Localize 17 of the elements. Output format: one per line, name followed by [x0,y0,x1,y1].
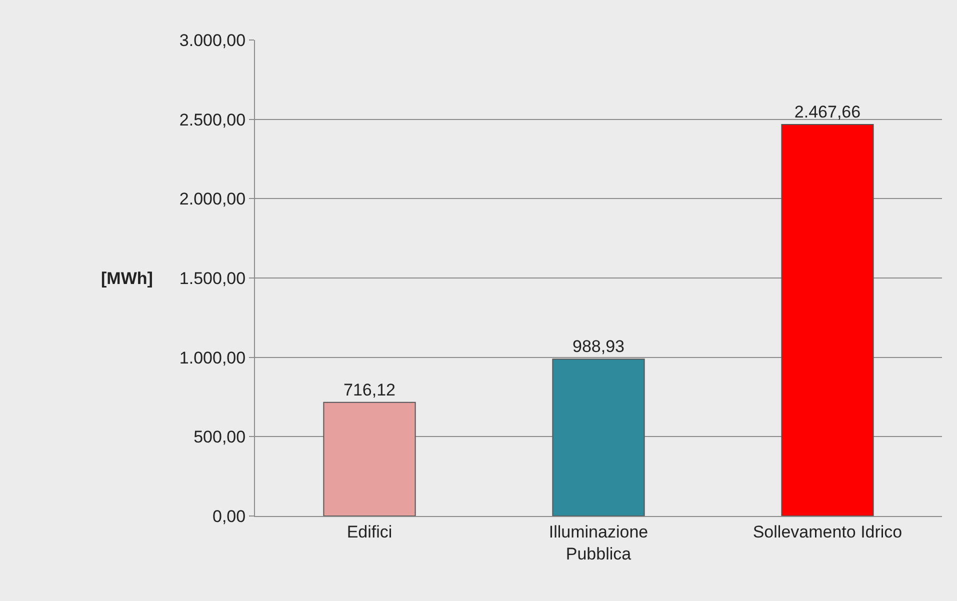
y-tick-label: 0,00 [212,506,246,526]
x-tick-label: Edifici [346,522,392,542]
y-tick-label: 500,00 [194,428,246,447]
y-tick-label: 1.000,00 [179,348,246,368]
data-label: 716,12 [344,380,396,400]
bar [552,358,645,516]
y-tick-label: 2.500,00 [179,110,246,130]
bar [781,124,874,516]
y-tick-label: 1.500,00 [179,268,246,288]
x-tick-label: Sollevamento Idrico [752,522,902,542]
x-tick-label: Illuminazione Pubblica [548,522,648,564]
data-label: 988,93 [572,337,624,356]
y-tick-label: 3.000,00 [179,30,246,50]
y-axis-title: [MWh] [101,269,153,288]
data-label: 2.467,66 [794,102,861,122]
y-tick-label: 2.000,00 [179,190,246,209]
bar [323,402,416,516]
